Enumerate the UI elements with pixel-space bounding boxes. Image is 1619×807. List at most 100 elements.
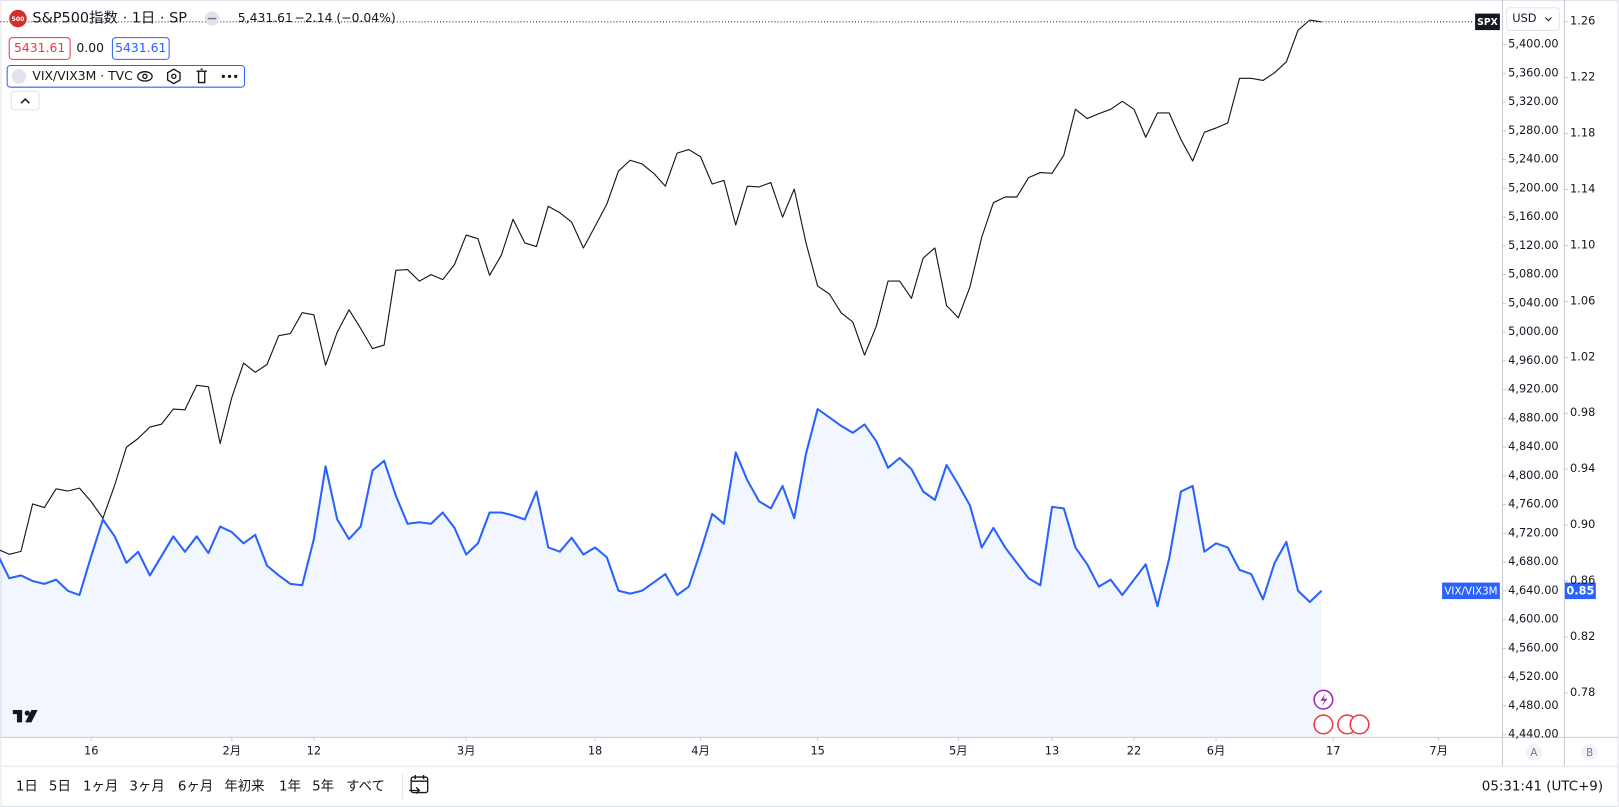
ask-price: 5431.61 <box>115 41 166 55</box>
symbol-logo <box>9 9 27 28</box>
range-button[interactable]: 1ヶ月 <box>83 779 118 794</box>
symbol-logo-text: 500 <box>12 16 26 23</box>
dot <box>234 74 238 79</box>
range-button[interactable]: 1年 <box>279 778 301 794</box>
x-tick-label: 15 <box>810 743 824 757</box>
collapse-icon <box>20 98 30 104</box>
y2-tick-label: 0.86 <box>1570 573 1595 587</box>
y-tick-label: 5,080.00 <box>1508 267 1559 281</box>
b-button[interactable] <box>1581 744 1598 761</box>
x-tick-label: 17 <box>1326 743 1340 757</box>
range-button[interactable]: 1日 <box>16 779 38 794</box>
overlay-legend[interactable] <box>6 65 246 88</box>
flag-icon[interactable] <box>1313 714 1334 735</box>
y2-tick-label: 1.06 <box>1570 293 1595 307</box>
y2-tick-label: 1.18 <box>1570 126 1595 140</box>
series-tag-label: SPX <box>1477 17 1498 28</box>
x-tick-label: 16 <box>84 743 98 757</box>
y-tick-label: 5,240.00 <box>1508 152 1559 166</box>
spread: 0.00 <box>76 41 104 55</box>
x-tick-label: 3月 <box>457 743 476 757</box>
logo-part <box>24 710 30 716</box>
calendar-body <box>410 776 429 794</box>
logo-part <box>16 709 23 723</box>
series-tag-label: VIX/VIX3M <box>1444 585 1497 597</box>
range-button[interactable]: 年初来 <box>224 778 264 794</box>
range-button[interactable]: すべて <box>346 778 385 794</box>
auto-button[interactable] <box>1525 744 1543 761</box>
dot <box>227 74 232 79</box>
settings-icon[interactable] <box>166 68 181 85</box>
y2-tick-label: 0.82 <box>1570 629 1595 643</box>
y-tick-label: 4,720.00 <box>1508 525 1559 539</box>
y2-tick-label: 0.90 <box>1570 517 1595 531</box>
y-tick-label: 4,800.00 <box>1508 468 1559 482</box>
clock: 05:31:41 (UTC+9) <box>1482 779 1603 794</box>
more-icon[interactable] <box>221 74 238 79</box>
y-tick-label: 5,360.00 <box>1508 65 1559 79</box>
range-button[interactable]: 3ヶ月 <box>129 779 164 794</box>
y-tick-label: 5,400.00 <box>1508 37 1559 51</box>
collapse-button[interactable] <box>10 90 40 111</box>
y-tick-label: 5,040.00 <box>1508 295 1559 309</box>
overlay-title: VIX/VIX3M · TVC <box>32 69 132 83</box>
series-line <box>0 408 1323 608</box>
y2-tick-label: 0.78 <box>1570 685 1595 699</box>
dot <box>221 74 225 79</box>
y-tick-label: 4,880.00 <box>1508 410 1559 424</box>
y-tick-label: 4,640.00 <box>1508 583 1559 597</box>
series-tag <box>1442 582 1500 600</box>
y2-tick-label: 1.02 <box>1570 349 1595 363</box>
x-tick-label: 6月 <box>1207 743 1226 757</box>
ask-box <box>111 37 170 60</box>
currency-dropdown[interactable] <box>1506 7 1560 31</box>
y-tick-label: 5,200.00 <box>1508 180 1559 194</box>
bid-box <box>8 37 71 60</box>
range-button[interactable]: 5年 <box>312 778 334 794</box>
y2-tick-label: 0.98 <box>1570 405 1595 419</box>
eye-icon[interactable] <box>137 71 153 82</box>
y-tick-label: 5,160.00 <box>1508 209 1559 223</box>
x-tick-label: 5月 <box>949 743 968 757</box>
range-bar: 1日 5日 1ヶ月 3ヶ月 6ヶ月 年初来 1年 5年 すべて <box>16 778 385 794</box>
series-tag <box>1475 13 1500 31</box>
y-tick-label: 4,960.00 <box>1508 353 1559 367</box>
range-button[interactable]: 6ヶ月 <box>178 779 213 794</box>
y-tick-label: 5,120.00 <box>1508 238 1559 252</box>
x-tick-label: 4月 <box>691 743 710 757</box>
y-tick-label: 4,760.00 <box>1508 497 1559 511</box>
currency-label: USD <box>1512 11 1537 25</box>
x-tick-label: 18 <box>588 743 602 757</box>
y2-tick-label: 1.14 <box>1570 181 1595 195</box>
x-tick-label: 13 <box>1045 743 1059 757</box>
delete-icon[interactable] <box>196 68 207 84</box>
y2-tick-label: 1.10 <box>1570 237 1595 251</box>
x-tick-label: 7月 <box>1429 743 1448 757</box>
bid-price: 5431.61 <box>14 41 65 55</box>
y-tick-label: 5,280.00 <box>1508 123 1559 137</box>
legend-price: 5,431.61 <box>238 11 293 25</box>
overlay-logo <box>11 69 27 84</box>
auto-label: A <box>1530 747 1537 759</box>
overlay-icons <box>137 68 207 85</box>
y-tick-label: 4,680.00 <box>1508 554 1559 568</box>
eye-pupil <box>142 73 148 80</box>
y-tick-label: 4,560.00 <box>1508 640 1559 654</box>
y-tick-label: 4,480.00 <box>1508 698 1559 712</box>
y2-tick-label: 0.94 <box>1570 461 1595 475</box>
range-button[interactable]: 5日 <box>49 779 71 794</box>
legend-title[interactable]: S&P500指数 · 1日 · SP <box>32 10 187 27</box>
calendar-icon[interactable] <box>409 775 429 795</box>
settings-center <box>171 73 177 80</box>
economic-events[interactable] <box>1313 714 1370 735</box>
last-value-box <box>1564 582 1596 600</box>
flag-icon[interactable] <box>1349 714 1370 735</box>
b-label: B <box>1586 747 1593 759</box>
logo-part <box>25 709 38 723</box>
plot-area: SPX VIX/VIX3M 0.85 <box>0 13 1596 737</box>
tv-logo <box>12 709 38 723</box>
y-tick-label: 4,840.00 <box>1508 439 1559 453</box>
y-tick-label: 4,920.00 <box>1508 382 1559 396</box>
